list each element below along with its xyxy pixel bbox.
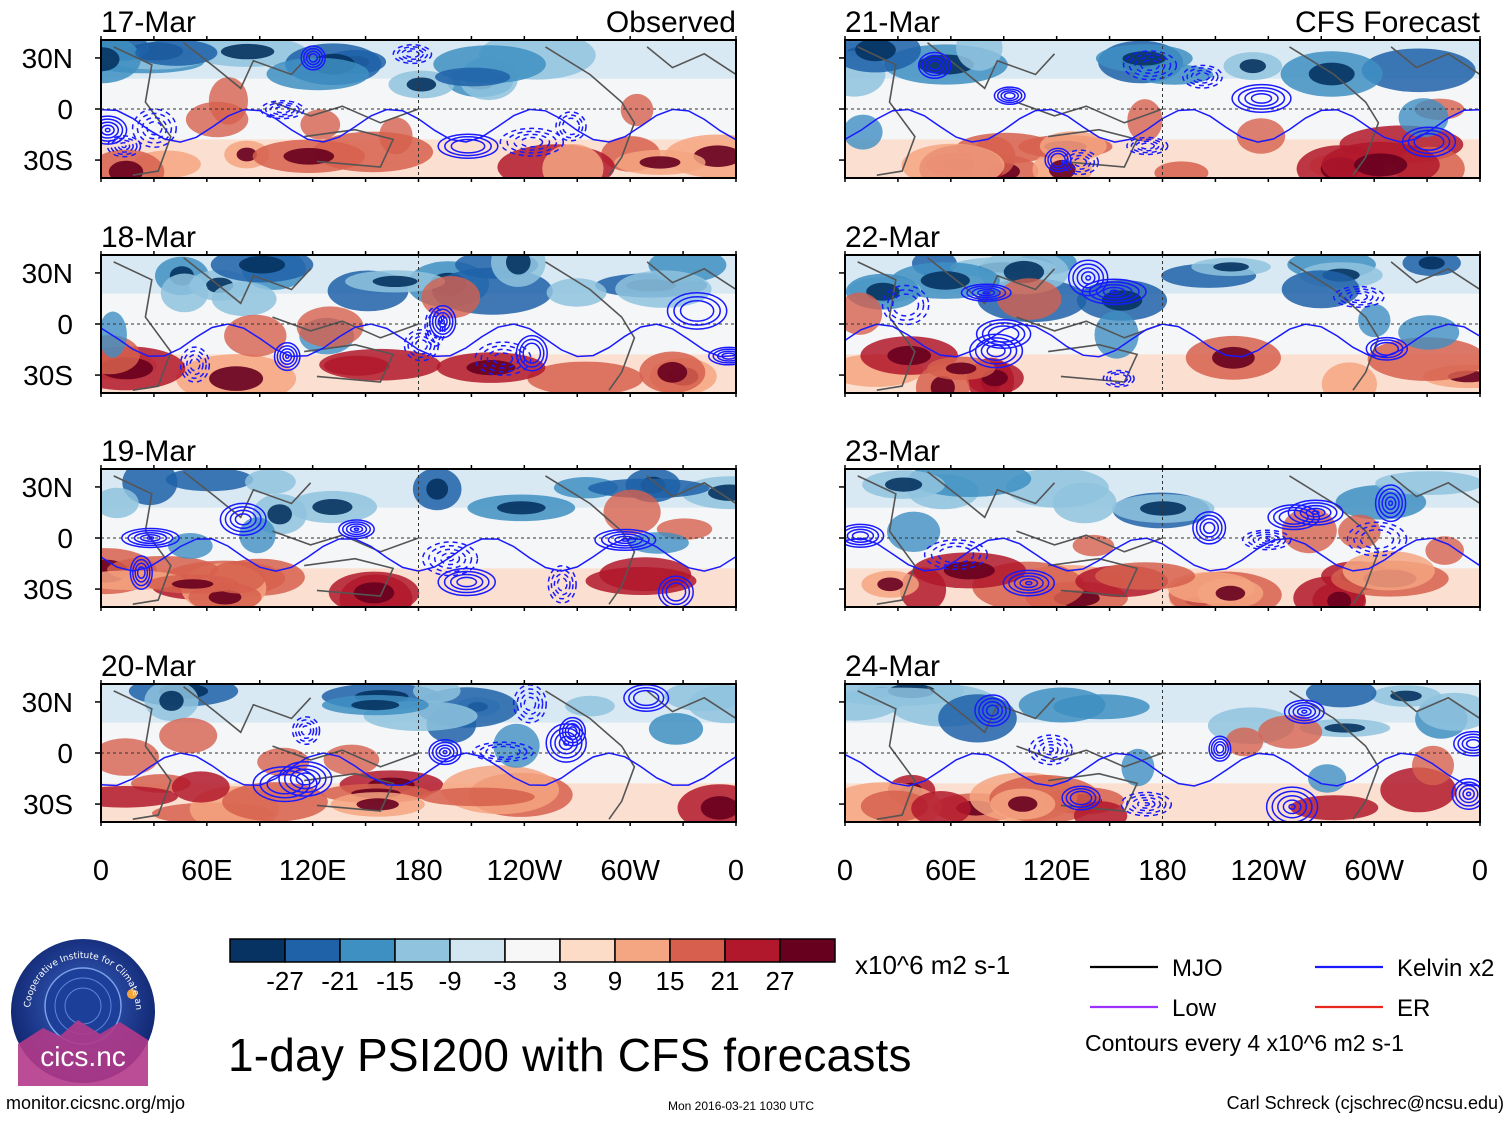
kelvin-contours [101,684,736,803]
legend-label: Low [1172,995,1217,1022]
lon-label: 0 [837,855,853,887]
panel-22-mar: 30N030S22-Mar [839,221,1481,397]
lat-label: 0 [57,738,73,769]
coastlines [857,42,1480,176]
lat-label: 30S [23,789,73,820]
lon-label: 120W [486,855,562,887]
colorbar-swatch [779,938,836,963]
lat-label: 30N [22,687,73,718]
lat-label: 30N [22,472,73,503]
colorbar: -27 -21 -15 -9 -3 3 9 15 21 27 [229,938,836,996]
colorbar-tick-label: -27 [266,966,304,996]
streamfunction-field [845,469,1480,607]
colorbar-tick-label: -3 [493,966,516,996]
panel-date: 17-Mar [101,6,196,39]
colorbar-tick-label: -21 [321,966,359,996]
lat-label: 30N [22,258,73,289]
panel-20-mar: 30N 0 30S 20-Mar [22,650,737,826]
panel-18-mar: 30N 0 30S 18-Mar [22,221,737,397]
lat-label: 30S [23,145,73,176]
panel-label: Observed [606,6,736,39]
colorbar-tick-label: -15 [376,966,414,996]
streamfunction-field [101,684,736,822]
contour-note: Contours every 4 x10^6 m2 s-1 [1085,1030,1404,1056]
lon-label: 60W [1344,855,1404,887]
lon-label: 60W [600,855,660,887]
colorbar-swatch [449,938,506,963]
kelvin-contours [845,484,1480,597]
footer-author: Carl Schreck (cjschrec@ncsu.edu) [1226,1093,1504,1113]
kelvin-contours [845,259,1480,388]
colorbar-tick-label: 3 [553,966,567,996]
panel-date: 18-Mar [101,221,196,254]
lon-label: 60E [925,855,977,887]
panel-date: 24-Mar [845,650,940,683]
logo-text: cics.nc [40,1041,126,1072]
panel-date: 19-Mar [101,435,196,468]
lon-label: 0 [93,855,109,887]
coastlines [113,42,736,176]
footer-url[interactable]: monitor.cicsnc.org/mjo [6,1093,186,1113]
legend-label: MJO [1172,955,1223,982]
legend-label: Kelvin x2 [1397,955,1494,982]
lat-label: 0 [57,523,73,554]
colorbar-swatch [339,938,396,963]
lon-label: 120E [279,855,347,887]
lon-label: 60E [181,855,233,887]
lat-label: 30S [23,360,73,391]
colorbar-swatch [229,938,286,963]
kelvin-contours [845,50,1480,176]
cics-logo: Cooperative Institute for Climate and Sa… [5,929,158,1086]
panel-label: CFS Forecast [1295,6,1481,39]
colorbar-tick-label: -9 [438,966,461,996]
colorbar-swatch [669,938,726,963]
colorbar-swatch [504,938,561,963]
coastlines [857,471,1480,605]
streamfunction-field [101,469,736,607]
panel-19-mar: 30N 0 30S 19-Mar [22,435,737,611]
legend-label: ER [1397,995,1430,1022]
colorbar-swatch [394,938,451,963]
panel-23-mar: 30N030S23-Mar [839,435,1481,611]
coastlines [113,686,736,820]
lat-label: 0 [57,309,73,340]
panel-date: 20-Mar [101,650,196,683]
colorbar-tick-label: 21 [711,966,740,996]
kelvin-contours [101,291,736,383]
coastlines [857,686,1480,820]
streamfunction-field [101,255,736,393]
lat-label: 0 [57,94,73,125]
lon-label: 180 [1138,855,1186,887]
panel-date: 23-Mar [845,435,940,468]
colorbar-swatch [724,938,781,963]
colorbar-units: x10^6 m2 s-1 [855,950,1011,980]
panel-date: 21-Mar [845,6,940,39]
panel-17-mar: 30N 0 30S 17-Mar Observed [22,6,737,182]
lon-label: 120E [1023,855,1091,887]
lat-label: 30N [22,43,73,74]
streamfunction-field [845,684,1480,822]
panel-date: 22-Mar [845,221,940,254]
figure-title: 1-day PSI200 with CFS forecasts [228,1029,912,1081]
colorbar-tick-label: 9 [608,966,622,996]
legend: MJO Kelvin x2 Low ER [1090,955,1494,1022]
longitude-axis: 0 60E 120E 180 120W 60W 0 0 60E 120E 180 120W 60W 0 [93,855,1488,887]
colorbar-swatch [614,938,671,963]
colorbar-tick-label: 15 [656,966,685,996]
lon-label: 0 [728,855,744,887]
lon-label: 120W [1230,855,1306,887]
colorbar-tick-label: 27 [766,966,795,996]
colorbar-swatch [559,938,616,963]
footer-timestamp: Mon 2016-03-21 1030 UTC [668,1099,815,1113]
coastlines [113,257,736,391]
lat-label: 30S [23,574,73,605]
lon-label: 0 [1472,855,1488,887]
colorbar-swatch [284,938,341,963]
lon-label: 180 [394,855,442,887]
panel-24-mar: 30N030S24-Mar [839,650,1481,826]
